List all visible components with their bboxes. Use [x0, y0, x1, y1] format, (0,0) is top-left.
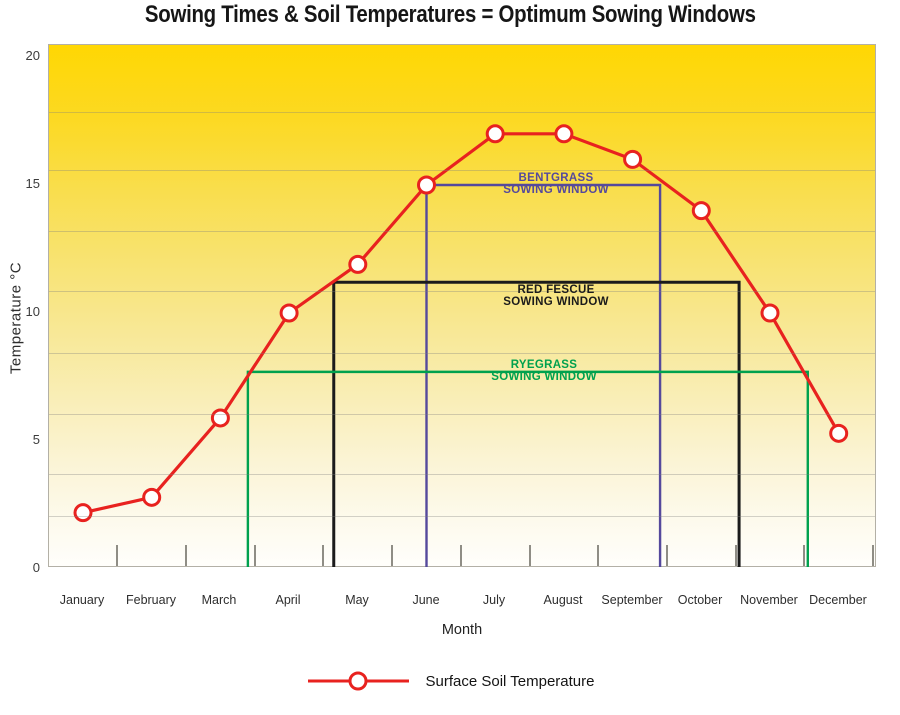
gradient-band-line	[49, 291, 875, 292]
y-tick-label: 20	[25, 48, 40, 63]
red-fescue-sowing-window-label: RED FESCUE SOWING WINDOW	[446, 284, 666, 308]
window-label-line: SOWING WINDOW	[503, 296, 609, 308]
legend-line-marker-icon	[307, 671, 409, 691]
month-label: August	[543, 593, 583, 607]
gradient-band-line	[49, 353, 875, 354]
month-label: May	[345, 593, 369, 607]
x-axis-tick	[460, 545, 462, 566]
data-point-marker	[279, 303, 299, 323]
legend: Surface Soil Temperature	[0, 670, 900, 692]
gradient-band-line	[49, 414, 875, 415]
gradient-band-line	[49, 516, 875, 517]
month-label: December	[809, 593, 867, 607]
data-point-marker	[210, 408, 230, 428]
data-point-marker	[485, 124, 505, 144]
x-axis-tick	[391, 545, 393, 566]
data-point-marker	[554, 124, 574, 144]
chart-plot-svg	[73, 124, 849, 567]
data-point-marker	[623, 149, 643, 169]
gradient-band-line	[49, 474, 875, 475]
chart-title: Sowing Times & Soil Temperatures = Optim…	[0, 1, 900, 29]
month-label: October	[677, 593, 723, 607]
data-point-marker	[348, 254, 368, 274]
month-label: March	[201, 593, 237, 607]
y-tick-label: 10	[25, 304, 40, 319]
month-label: November	[740, 593, 798, 607]
month-label: April	[275, 593, 301, 607]
soil-temperature-line	[82, 132, 841, 515]
y-tick-label: 0	[32, 560, 40, 575]
window-label-line: SOWING WINDOW	[491, 371, 597, 383]
data-point-marker	[73, 503, 93, 523]
x-axis-tick	[735, 545, 737, 566]
x-axis-tick	[116, 545, 118, 566]
data-point-marker	[142, 487, 162, 507]
ryegrass-sowing-window-line	[246, 370, 809, 567]
gradient-band-line	[49, 231, 875, 232]
bentgrass-sowing-window-label: BENTGRASS SOWING WINDOW	[446, 172, 666, 196]
window-label-line: SOWING WINDOW	[503, 184, 609, 196]
red-fescue-sowing-window-line	[332, 280, 741, 567]
chart-title-text: Sowing Times & Soil Temperatures = Optim…	[144, 1, 756, 28]
data-point-marker	[829, 423, 849, 443]
x-axis-tick	[322, 545, 324, 566]
window-label-line: RED FESCUE	[517, 284, 595, 296]
legend-label: Surface Soil Temperature	[425, 672, 595, 690]
y-tick-label: 5	[32, 432, 40, 447]
x-axis-tick	[529, 545, 531, 566]
data-point-marker	[691, 201, 711, 221]
y-tick-label: 15	[25, 176, 40, 191]
month-label: February	[125, 593, 177, 607]
month-label: June	[412, 593, 440, 607]
gradient-band-line	[49, 112, 875, 113]
gradient-band-line	[49, 170, 875, 171]
x-axis-tick	[185, 545, 187, 566]
data-point-marker	[417, 175, 436, 195]
window-label-line: RYEGRASS	[510, 359, 578, 371]
month-label: January	[59, 593, 105, 607]
x-axis-tick	[666, 545, 668, 566]
bentgrass-sowing-window-line	[425, 183, 662, 567]
month-label: September	[601, 593, 663, 607]
window-label-line: BENTGRASS	[518, 172, 594, 184]
x-axis-tick	[254, 545, 256, 566]
x-axis-tick	[803, 545, 805, 566]
data-point-marker	[760, 303, 780, 323]
plot-area	[48, 44, 876, 567]
x-axis-tick	[597, 545, 599, 566]
month-label: July	[482, 593, 506, 607]
x-axis-tick	[872, 545, 874, 566]
x-axis-title: Month	[441, 622, 483, 638]
ryegrass-sowing-window-label: RYEGRASS SOWING WINDOW	[434, 359, 654, 383]
